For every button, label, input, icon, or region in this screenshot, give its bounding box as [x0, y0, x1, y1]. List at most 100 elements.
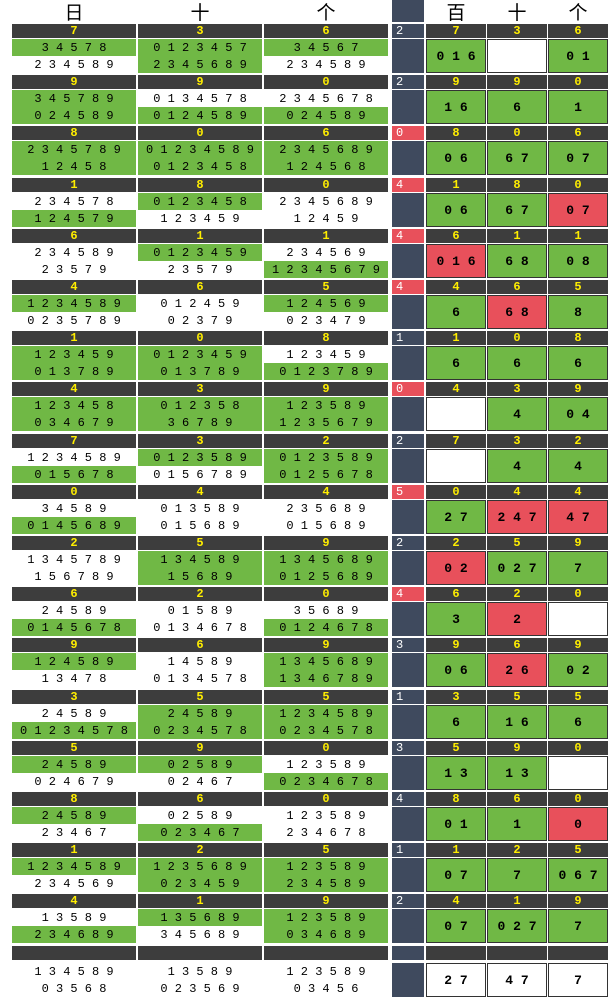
- digit-cell: 3: [138, 434, 262, 448]
- gap-cell: [392, 807, 424, 841]
- option-bottom: 0 2 3 5 7 8 9: [12, 312, 136, 329]
- header-ge: 个: [548, 0, 608, 22]
- option-top: 2 3 5 6 8 9: [264, 500, 388, 517]
- result-digit: 1: [548, 229, 608, 243]
- option-top: 1 2 3 5 8 9: [264, 756, 388, 773]
- option-top: 0 1 2 3 5 8 9: [138, 449, 262, 466]
- result-digit: 4: [426, 382, 486, 396]
- result-box: [548, 756, 608, 790]
- result-digit: 5: [548, 690, 608, 704]
- option-top: 0 1 2 3 4 5 7: [138, 39, 262, 56]
- option-top: 1 4 5 8 9: [138, 653, 262, 670]
- result-box: 0 7: [548, 193, 608, 227]
- digit-cell: 0: [264, 792, 388, 806]
- digit-cell: 5: [138, 690, 262, 704]
- option-top: 3 4 5 7 8 9: [12, 90, 136, 107]
- result-digit: 3: [487, 24, 547, 38]
- result-digit: 1: [426, 178, 486, 192]
- gap-cell: [392, 653, 424, 687]
- option-bottom: 0 2 3 4 6 7 8: [264, 773, 388, 790]
- result-box: 4 7: [487, 963, 547, 997]
- group-number: 2: [392, 24, 424, 38]
- result-box: 1: [548, 90, 608, 124]
- digit-cell: 1: [12, 843, 136, 857]
- option-top: 0 2 5 8 9: [138, 807, 262, 824]
- option-bottom: 0 1 4 5 6 7 8: [12, 619, 136, 636]
- option-top: 1 3 4 5 8 9: [138, 551, 262, 568]
- option-top: 1 3 4 5 6 8 9: [264, 653, 388, 670]
- option-bottom: 1 3 4 6 7 8 9: [264, 670, 388, 687]
- result-box: 0 2: [548, 653, 608, 687]
- option-top: 2 4 5 8 9: [12, 705, 136, 722]
- digit-cell: 1: [12, 331, 136, 345]
- result-digit: 5: [548, 280, 608, 294]
- option-bottom: 0 1 2 4 6 7 8: [264, 619, 388, 636]
- digit-cell: 9: [12, 638, 136, 652]
- result-box: 6: [548, 705, 608, 739]
- group-number: 2: [392, 434, 424, 448]
- result-digit: 9: [548, 894, 608, 908]
- option-top: 0 1 2 3 5 8 9: [264, 449, 388, 466]
- result-box: 6: [426, 295, 486, 329]
- result-digit: 4: [487, 485, 547, 499]
- option-top: 2 3 4 5 7 8 9: [12, 141, 136, 158]
- option-top: 2 3 4 5 6 7 8: [264, 90, 388, 107]
- option-bottom: 0 2 3 4 7 9: [264, 312, 388, 329]
- option-top: 1 2 3 4 5 8 9: [12, 449, 136, 466]
- result-digit: 5: [548, 843, 608, 857]
- group-number: 4: [392, 178, 424, 192]
- option-bottom: 1 2 3 4 5 6 7 9: [264, 261, 388, 278]
- result-digit: 1: [487, 894, 547, 908]
- digit-cell: 4: [12, 280, 136, 294]
- result-digit: 6: [487, 638, 547, 652]
- spacer-result: [548, 946, 608, 960]
- digit-cell: 3: [138, 382, 262, 396]
- result-box: 0 2: [426, 551, 486, 585]
- result-digit: 8: [548, 331, 608, 345]
- gap-cell: [392, 193, 424, 227]
- result-digit: 8: [426, 792, 486, 806]
- digit-cell: 6: [138, 792, 262, 806]
- digit-cell: 6: [264, 24, 388, 38]
- digit-cell: 1: [12, 178, 136, 192]
- option-top: 2 4 5 8 9: [12, 756, 136, 773]
- result-digit: 6: [426, 587, 486, 601]
- option-top: 1 3 5 8 9: [12, 909, 136, 926]
- group-number: 3: [392, 638, 424, 652]
- result-box: [548, 602, 608, 636]
- digit-cell: 2: [12, 536, 136, 550]
- option-bottom: 1 2 4 5 7 9: [12, 210, 136, 227]
- result-digit: 0: [548, 75, 608, 89]
- option-top: 3 5 6 8 9: [264, 602, 388, 619]
- option-bottom: 2 3 4 6 8 9: [12, 926, 136, 943]
- result-box: 1 6: [487, 705, 547, 739]
- digit-cell: 9: [138, 75, 262, 89]
- result-digit: 0: [426, 485, 486, 499]
- digit-cell: 9: [264, 894, 388, 908]
- group-number: 4: [392, 587, 424, 601]
- option-bottom: 2 3 4 5 6 9: [12, 875, 136, 892]
- spacer-cell: [138, 946, 262, 960]
- result-box: 6 8: [487, 244, 547, 278]
- option-top: 1 2 3 5 8 9: [264, 807, 388, 824]
- result-box: [426, 397, 486, 431]
- option-bottom: 0 1 2 3 4 5 7 8: [12, 722, 136, 739]
- option-top: 1 2 3 4 5 8 9: [12, 295, 136, 312]
- option-top: 3 4 5 8 9: [12, 500, 136, 517]
- result-digit: 0: [487, 331, 547, 345]
- option-bottom: 0 1 3 4 5 7 8: [138, 670, 262, 687]
- option-bottom: 3 4 5 6 8 9: [138, 926, 262, 943]
- result-digit: 9: [426, 638, 486, 652]
- header-ge-left: 个: [264, 0, 388, 22]
- group-number: 3: [392, 741, 424, 755]
- digit-cell: 2: [138, 587, 262, 601]
- option-top: 1 3 4 5 7 8 9: [12, 551, 136, 568]
- group-number: 0: [392, 126, 424, 140]
- digit-cell: 5: [264, 690, 388, 704]
- result-box: 4: [487, 397, 547, 431]
- result-box: 6 7: [487, 141, 547, 175]
- digit-cell: 9: [264, 382, 388, 396]
- result-box: 8: [548, 295, 608, 329]
- header-bai: 百: [426, 0, 486, 22]
- option-top: 1 3 4 5 8 9: [12, 963, 136, 980]
